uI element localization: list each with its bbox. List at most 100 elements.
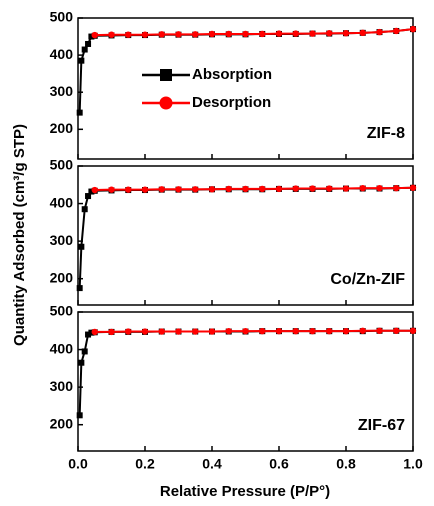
marker: [242, 185, 249, 193]
marker: [76, 285, 83, 292]
marker: [91, 186, 98, 194]
marker: [259, 185, 266, 193]
marker: [88, 33, 95, 40]
marker: [376, 327, 383, 334]
marker: [81, 206, 88, 213]
marker: [192, 186, 199, 193]
marker: [158, 186, 165, 193]
plot-frame: [77, 165, 414, 306]
marker: [326, 327, 333, 335]
marker: [108, 186, 115, 193]
marker: [292, 30, 299, 37]
marker: [192, 31, 199, 38]
marker: [359, 184, 366, 192]
marker: [175, 186, 182, 193]
marker: [125, 31, 132, 38]
marker: [275, 30, 283, 37]
marker: [376, 28, 383, 36]
marker: [376, 184, 383, 192]
marker: [88, 188, 95, 195]
marker: [309, 30, 316, 37]
plot-frame: [77, 17, 414, 160]
marker: [141, 186, 149, 193]
marker: [78, 243, 85, 250]
y-tick-label: 200: [50, 415, 74, 431]
x-tick-label: 0.8: [336, 456, 356, 472]
legend-label: Absorption: [192, 66, 272, 83]
y-tick-label: 500: [50, 9, 74, 25]
y-tick-label: 500: [50, 303, 74, 319]
marker: [85, 193, 92, 200]
marker: [175, 328, 182, 335]
marker: [208, 186, 216, 193]
marker: [292, 327, 299, 335]
x-axis-label: Relative Pressure (P/P°): [160, 483, 330, 500]
marker: [85, 331, 92, 338]
marker: [359, 29, 366, 37]
x-tick-label: 0.2: [135, 456, 155, 472]
panel-label: ZIF-67: [358, 417, 405, 434]
marker: [292, 185, 299, 192]
marker: [409, 184, 417, 191]
marker: [81, 348, 88, 355]
legend-marker: [159, 96, 173, 110]
legend-marker: [160, 69, 172, 81]
marker: [342, 185, 350, 192]
marker: [76, 109, 83, 116]
x-tick-label: 0.6: [269, 456, 289, 472]
y-tick-label: 500: [50, 157, 74, 173]
marker: [309, 185, 316, 192]
marker: [85, 40, 92, 47]
marker: [309, 327, 316, 335]
y-tick-label: 300: [50, 83, 74, 99]
marker: [275, 327, 283, 335]
marker: [259, 30, 266, 38]
marker: [141, 328, 149, 335]
marker: [192, 328, 199, 335]
marker: [242, 30, 249, 38]
x-tick-label: 0.4: [202, 456, 222, 472]
marker: [208, 328, 216, 335]
marker: [108, 31, 115, 38]
marker: [78, 57, 85, 64]
marker: [88, 329, 95, 336]
marker: [393, 184, 400, 192]
x-tick-label: 1.0: [403, 456, 423, 472]
y-tick-label: 400: [50, 46, 74, 62]
marker: [91, 31, 98, 39]
marker: [242, 327, 249, 335]
marker: [91, 328, 98, 336]
marker: [259, 327, 266, 335]
marker: [409, 327, 417, 334]
marker: [342, 30, 350, 37]
marker: [81, 46, 88, 53]
marker: [108, 328, 115, 336]
marker: [393, 27, 400, 35]
series-line: [78, 329, 413, 416]
marker: [225, 185, 232, 193]
y-tick-label: 300: [50, 378, 74, 394]
plot-frame: [77, 311, 414, 452]
marker: [125, 328, 132, 335]
marker: [208, 30, 216, 38]
marker: [76, 412, 83, 419]
marker: [158, 31, 165, 38]
marker: [409, 25, 417, 33]
marker: [326, 185, 333, 192]
y-tick-label: 400: [50, 340, 74, 356]
marker: [225, 30, 232, 38]
y-tick-label: 200: [50, 120, 74, 136]
marker: [275, 185, 283, 193]
panel-label: ZIF-8: [367, 125, 405, 142]
x-tick-label: 0.0: [68, 456, 88, 472]
marker: [125, 186, 132, 193]
legend-label: Desorption: [192, 94, 271, 111]
y-tick-label: 300: [50, 232, 74, 248]
panel-label: Co/Zn-ZIF: [330, 271, 405, 288]
marker: [141, 31, 149, 38]
marker: [359, 327, 366, 334]
y-tick-label: 200: [50, 269, 74, 285]
marker: [78, 359, 85, 366]
marker: [393, 327, 400, 334]
